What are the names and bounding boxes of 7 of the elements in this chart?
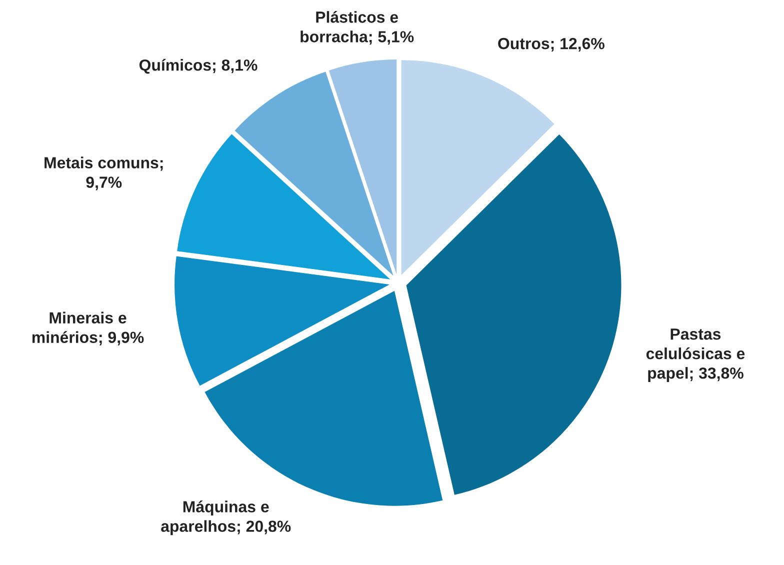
- slice-label: Máquinas e aparelhos; 20,8%: [161, 500, 291, 536]
- slice-label: Metais comuns; 9,7%: [44, 156, 163, 190]
- slice-label: Pastas celulósicas e papel; 33,8%: [646, 328, 745, 382]
- slice-label: Outros; 12,6%: [498, 38, 604, 52]
- slice-label: Plásticos e borracha; 5,1%: [300, 10, 414, 45]
- slice-label: Químicos; 8,1%: [139, 58, 258, 74]
- slice-label: Minerais e minérios; 9,9%: [32, 312, 144, 346]
